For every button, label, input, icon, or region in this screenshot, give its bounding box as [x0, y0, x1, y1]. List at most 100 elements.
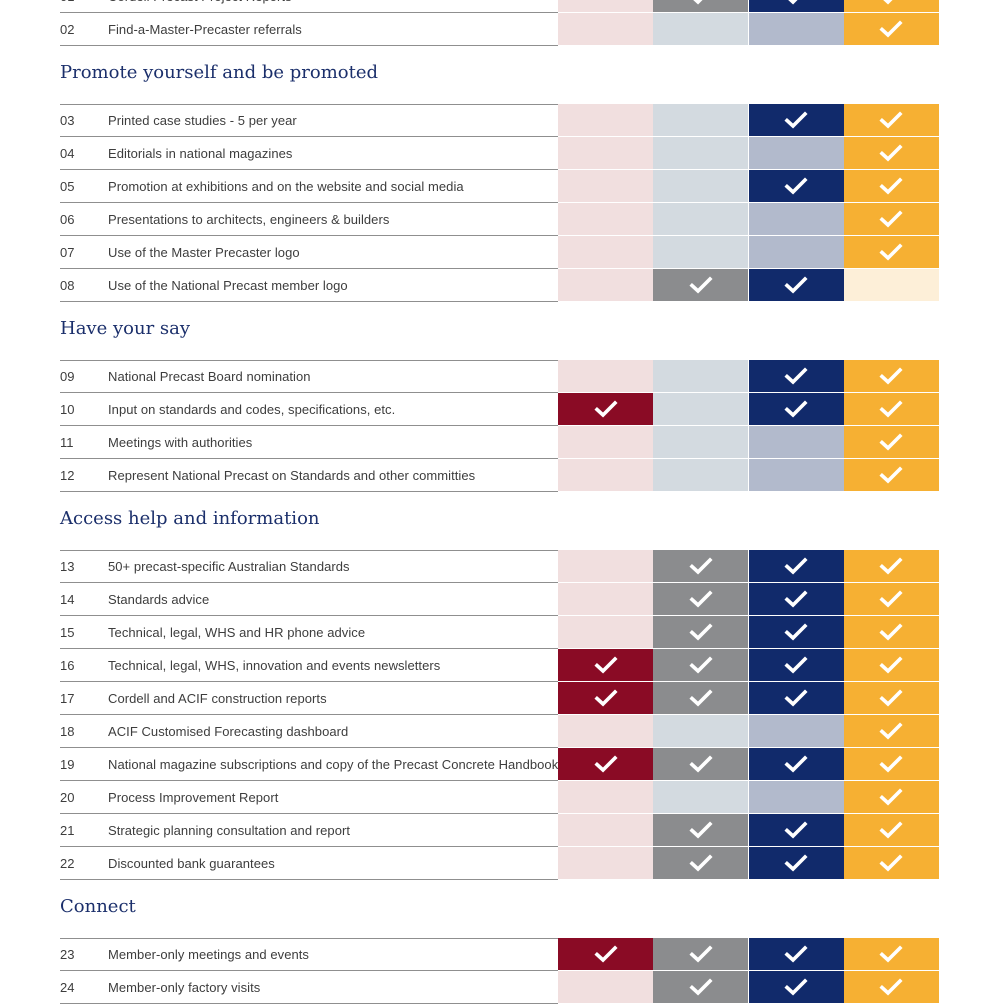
tier-cell-c1-empty	[558, 583, 653, 615]
row-label: National Precast Board nomination	[108, 369, 311, 384]
row-number: 10	[60, 402, 75, 417]
tier-cell-c3-empty	[748, 426, 844, 458]
tier-cell-c1-empty	[558, 814, 653, 846]
check-icon	[879, 656, 903, 674]
row-label: ACIF Customised Forecasting dashboard	[108, 724, 349, 739]
check-icon	[689, 689, 713, 707]
tier-cells	[558, 203, 939, 236]
tier-cell-c1-empty	[558, 426, 653, 458]
row-divider	[60, 301, 558, 302]
check-icon	[784, 689, 808, 707]
check-icon	[689, 557, 713, 575]
section-heading-text: Promote yourself and be promoted	[60, 62, 379, 83]
check-icon	[692, 0, 703, 5]
check-icon	[879, 945, 903, 963]
row-label: Use of the Master Precaster logo	[108, 245, 300, 260]
table-row: 22 Discounted bank guarantees	[0, 847, 1000, 880]
tier-cells	[558, 459, 939, 492]
table-row: 14 Standards advice	[0, 583, 1000, 616]
check-icon	[689, 945, 713, 963]
tier-cell-c1-empty	[558, 13, 653, 45]
row-divider	[60, 235, 558, 236]
tier-cell-c3-empty	[748, 715, 844, 747]
row-number: 12	[60, 468, 75, 483]
table-row: 01 Cordell Precast Project Reports	[0, 0, 1000, 13]
row-label: Use of the National Precast member logo	[108, 278, 348, 293]
row-divider	[60, 169, 558, 170]
table-row: 24 Member-only factory visits	[0, 971, 1000, 1004]
tier-cell-c2-empty	[653, 203, 749, 235]
section-heading: Promote yourself and be promoted	[0, 46, 1000, 104]
row-divider	[60, 879, 558, 880]
row-divider	[60, 425, 558, 426]
tier-cell-c3-checked	[748, 847, 844, 879]
tier-cells	[558, 682, 939, 715]
table-row: 15 Technical, legal, WHS and HR phone adv…	[0, 616, 1000, 649]
tier-cells	[558, 781, 939, 814]
check-icon	[784, 656, 808, 674]
tier-cells	[558, 550, 939, 583]
check-icon	[784, 276, 808, 294]
tier-cell-c2-empty	[653, 360, 749, 392]
tier-cell-c4-checked	[843, 781, 939, 813]
section-heading: Have your say	[0, 302, 1000, 360]
row-number: 02	[60, 22, 75, 37]
row-number: 20	[60, 790, 75, 805]
row-divider	[60, 615, 558, 616]
tier-cell-c1-empty	[558, 236, 653, 268]
tier-cell-c3-checked	[748, 649, 844, 681]
row-divider	[60, 813, 558, 814]
check-icon	[879, 623, 903, 641]
tier-cell-c1-empty	[558, 715, 653, 747]
row-number: 06	[60, 212, 75, 227]
tier-cell-c2-checked	[653, 847, 749, 879]
tier-cell-c2-checked	[653, 971, 749, 1003]
tier-cell-c3-checked	[748, 682, 844, 714]
row-number: 21	[60, 823, 75, 838]
tier-cell-c3-empty	[748, 13, 844, 45]
check-icon	[593, 656, 618, 674]
check-icon	[689, 821, 713, 839]
tier-cell-c1-empty	[558, 971, 653, 1003]
tier-cell-c2-empty	[653, 715, 749, 747]
tier-cells	[558, 360, 939, 393]
check-icon	[879, 788, 903, 806]
tier-cell-c1-empty	[558, 137, 653, 169]
tier-cell-c3-empty	[748, 203, 844, 235]
check-icon	[879, 111, 903, 129]
row-divider	[60, 360, 558, 361]
row-number: 05	[60, 179, 75, 194]
check-icon	[879, 689, 903, 707]
row-label: Standards advice	[108, 592, 210, 607]
check-icon	[689, 755, 713, 773]
check-icon	[879, 466, 903, 484]
check-icon	[784, 945, 808, 963]
row-label: Input on standards and codes, specificat…	[108, 402, 396, 417]
tier-cells	[558, 104, 939, 137]
tier-cell-c2-checked	[653, 748, 749, 780]
check-icon	[689, 854, 713, 872]
table-row: 12 Represent National Precast on Standard…	[0, 459, 1000, 492]
check-icon	[883, 0, 893, 5]
check-icon	[784, 111, 808, 129]
tier-cell-c2-empty	[653, 426, 749, 458]
tier-cell-c3-checked	[748, 938, 844, 970]
tier-cell-c2-checked	[653, 0, 749, 12]
check-icon	[593, 689, 618, 707]
row-number: 18	[60, 724, 75, 739]
tier-cells	[558, 137, 939, 170]
row-divider	[60, 714, 558, 715]
table-row: 06 Presentations to architects, engineers…	[0, 203, 1000, 236]
check-icon	[879, 557, 903, 575]
row-number: 04	[60, 146, 75, 161]
row-divider	[60, 104, 558, 105]
row-divider	[60, 747, 558, 748]
row-divider	[60, 582, 558, 583]
row-divider	[60, 202, 558, 203]
tier-cell-c4-checked	[843, 360, 939, 392]
row-number: 15	[60, 625, 75, 640]
check-icon	[879, 590, 903, 608]
section-heading-text: Connect	[60, 896, 136, 917]
row-divider	[60, 268, 558, 269]
